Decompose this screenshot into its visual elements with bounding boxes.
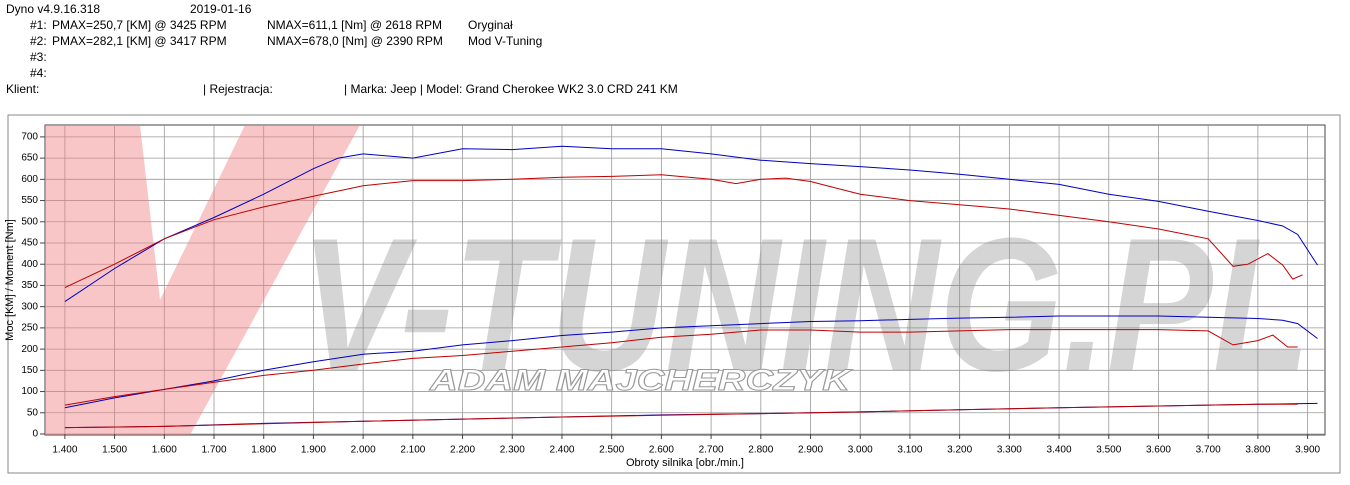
run-nmax: NMAX=678,0 [Nm] @ 2390 RPM [267,34,443,48]
y-tick-label: 350 [21,280,38,291]
y-tick-label: 0 [32,429,38,440]
y-tick-label: 250 [21,323,38,334]
x-tick-label: 1.700 [201,445,226,456]
watermark-shape [45,125,360,435]
x-tick-label: 2.800 [748,445,773,456]
x-tick-label: 3.800 [1245,445,1270,456]
y-tick-label: 700 [21,132,38,143]
x-tick-label: 3.600 [1146,445,1171,456]
series-line [64,315,1318,409]
run-pmax: PMAX=250,7 [KM] @ 3425 RPM [52,18,227,32]
x-tick-label: 1.800 [251,445,276,456]
run-nmax: NMAX=611,1 [Nm] @ 2618 RPM [267,18,442,32]
x-tick-label: 2.000 [351,445,376,456]
grid [45,125,1325,435]
x-tick-label: 3.700 [1196,445,1221,456]
watermark-owner: ADAM MAJCHERCZYK [429,364,853,397]
vehicle: | Marka: Jeep | Model: Grand Cherokee WK… [344,82,678,96]
y-tick-label: 600 [21,174,38,185]
x-tick-label: 3.900 [1295,445,1320,456]
run-label: Oryginał [468,18,513,32]
x-tick-label: 3.100 [897,445,922,456]
x-tick-label: 2.100 [400,445,425,456]
x-tick-label: 2.200 [450,445,475,456]
x-tick-label: 1.500 [102,445,127,456]
x-tick-label: 2.300 [500,445,525,456]
y-tick-label: 400 [21,259,38,270]
series-line [64,174,1303,289]
run-id: #3: [30,50,47,64]
run-id: #2: [30,34,47,48]
x-tick-label: 3.300 [997,445,1022,456]
lines [64,145,1318,429]
y-tick-label: 450 [21,238,38,249]
run-label: Mod V-Tuning [468,34,542,48]
y-tick-label: 50 [27,407,39,418]
x-tick-label: 1.400 [52,445,77,456]
x-tick-label: 3.400 [1047,445,1072,456]
x-tick-label: 1.900 [301,445,326,456]
x-tick-label: 2.400 [549,445,574,456]
y-tick-label: 500 [21,216,38,227]
y-tick-label: 200 [21,344,38,355]
date: 2019-01-16 [190,2,252,16]
run-id: #4: [30,66,47,80]
x-tick-label: 3.200 [947,445,972,456]
x-tick-label: 2.600 [649,445,674,456]
x-axis-label: Obroty silnika [obr./min.] [626,457,744,469]
registration: | Rejestracja: [203,82,273,96]
y-tick-label: 150 [21,365,38,376]
y-tick-label: 650 [21,153,38,164]
x-tick-label: 3.000 [848,445,873,456]
y-tick-label: 300 [21,301,38,312]
version: Dyno v4.9.16.318 [6,2,100,16]
run-id: #1: [30,18,47,32]
x-tick-label: 1.600 [152,445,177,456]
x-tick-label: 2.500 [599,445,624,456]
run-pmax: PMAX=282,1 [KM] @ 3417 RPM [52,34,227,48]
y-tick-label: 100 [21,386,38,397]
watermark-brand: V-TUNING.PL [300,199,1310,411]
series-line [64,329,1298,406]
series-line [64,403,1298,429]
x-tick-label: 2.900 [798,445,823,456]
x-tick-label: 3.500 [1096,445,1121,456]
series-line [64,145,1318,303]
x-tick-label: 2.700 [699,445,724,456]
y-tick-label: 550 [21,195,38,206]
y-axis-label: Moc [KM] / Moment [Nm] [4,219,16,341]
client: Klient: [6,82,39,96]
